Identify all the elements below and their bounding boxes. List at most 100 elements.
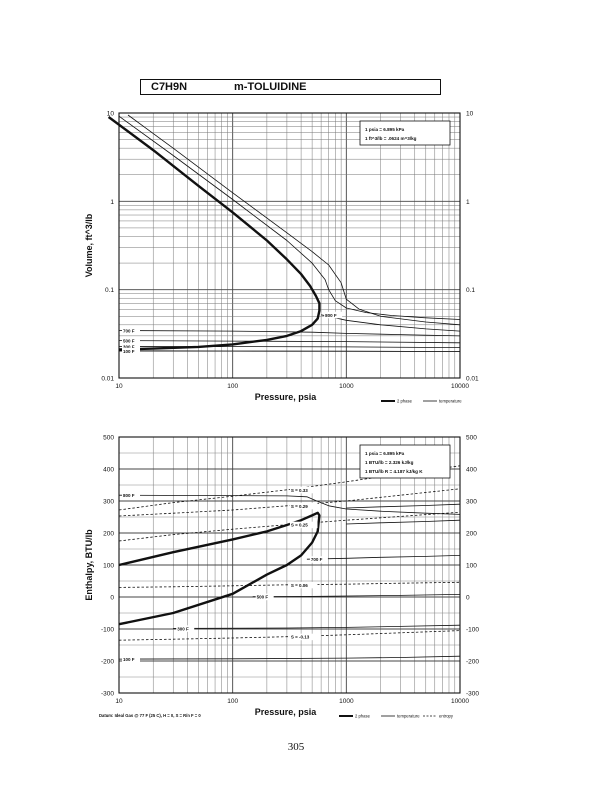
- x-tick-label: 100: [227, 383, 238, 390]
- series-label: S = 0.29: [291, 504, 308, 509]
- chart-title-box: C7H9N m-TOLUIDINE: [140, 79, 441, 95]
- y-tick-label-right: -300: [466, 691, 479, 698]
- enthalpy-legend: 2 phase temperature entropy: [339, 714, 454, 719]
- chemical-formula: C7H9N: [151, 81, 188, 93]
- y-tick-label: -100: [101, 627, 114, 634]
- x-axis-label: Pressure, psia: [255, 707, 318, 717]
- page-number: 305: [287, 741, 305, 753]
- entropy-line: [118, 630, 461, 641]
- series-label: S = 0.06: [291, 583, 308, 588]
- y-tick-label: 300: [103, 499, 114, 506]
- legend-label: temperature: [439, 399, 462, 404]
- x-tick-label: 10000: [451, 698, 469, 705]
- isotherm-line: [118, 655, 461, 660]
- isotherm-line: [346, 503, 461, 509]
- compound-name: m-TOLUIDINE: [234, 81, 307, 93]
- x-tick-label: 100: [227, 698, 238, 705]
- series-label: 700 F: [123, 328, 135, 333]
- series-label: 700 F: [311, 557, 323, 562]
- isotherm-line: [346, 519, 461, 525]
- series-label: 500 F: [257, 595, 269, 600]
- series-label: 500 F: [123, 339, 135, 344]
- isotherm-line: [127, 114, 461, 326]
- y-tick-label-right: 10: [466, 111, 474, 118]
- series-label: 100 F: [123, 657, 135, 662]
- series-label-bg: [122, 327, 140, 334]
- note-box: [359, 120, 451, 146]
- y-tick-label-right: 400: [466, 467, 477, 474]
- y-tick-label: 200: [103, 531, 114, 538]
- isotherm-line: [118, 330, 461, 337]
- series-label-bg: [289, 581, 318, 589]
- enthalpy-conversion-note: 1 psia = 6.895 kPa 1 BTU/lb = 2.326 kJ/kg…: [359, 444, 451, 479]
- y-tick-label-right: 500: [466, 435, 477, 442]
- y-tick-label-right: 1: [466, 199, 470, 206]
- series-label: 800 F: [123, 493, 135, 498]
- x-tick-label: 10: [115, 383, 123, 390]
- series-label-bg: [176, 625, 195, 632]
- y-axis-label: Volume, ft^3/lb: [84, 213, 94, 277]
- y-tick-label: 0: [110, 595, 114, 602]
- y-tick-label-right: -100: [466, 627, 479, 634]
- legend-label: entropy: [439, 714, 454, 719]
- isotherm-line: [118, 340, 461, 344]
- series-label-bg: [289, 521, 318, 529]
- isotherm-line: [118, 115, 461, 320]
- y-tick-label-right: -200: [466, 659, 479, 666]
- isotherm-line: [173, 624, 461, 629]
- datum-footnote: Datum: Ideal Gas @ 77 F (25 C), H = 0, S…: [99, 713, 201, 718]
- isotherm-line: [252, 594, 461, 598]
- isotherm-line: [118, 345, 461, 348]
- series-label-bg: [122, 337, 140, 345]
- y-tick-label-right: 0.1: [466, 287, 475, 294]
- series-label: S = 0.33: [291, 488, 308, 493]
- isotherm-line: [118, 350, 461, 353]
- y-tick-label: 100: [103, 563, 114, 570]
- legend-label: 2 phase: [397, 399, 413, 404]
- note-text: 1 BTU/lb = 2.326 kJ/kg: [365, 460, 414, 465]
- note-text: 1 BTU/lb R = 4.187 kJ/kg K: [365, 469, 423, 474]
- note-text: 1 psia = 6.895 kPa: [365, 451, 405, 456]
- series-label-bg: [289, 486, 318, 494]
- x-tick-label: 10000: [451, 383, 469, 390]
- legend-label: temperature: [397, 714, 420, 719]
- series-label-bg: [324, 311, 343, 319]
- y-tick-label: 10: [107, 111, 115, 118]
- two-phase-curve: [107, 116, 321, 351]
- entropy-line: [118, 511, 461, 542]
- series-label: S = -0.13: [291, 635, 310, 640]
- two-phase-curve: [118, 511, 321, 626]
- y-tick-label: 0.1: [105, 287, 114, 294]
- series-label: S = 0.25: [291, 523, 308, 528]
- x-tick-label: 10: [115, 698, 123, 705]
- y-tick-label-right: 100: [466, 563, 477, 570]
- y-tick-label-right: 0: [466, 595, 470, 602]
- y-tick-label-right: 0.01: [466, 376, 479, 383]
- series-label-bg: [289, 633, 321, 641]
- series-label: 800 F: [325, 313, 337, 318]
- series-label-bg: [122, 343, 140, 350]
- y-tick-label-right: 200: [466, 531, 477, 538]
- series-label-bg: [122, 347, 140, 355]
- entropy-line: [118, 581, 461, 588]
- series-label: 100 F: [123, 349, 135, 354]
- x-tick-label: 1000: [339, 383, 354, 390]
- x-axis-label: Pressure, psia: [255, 392, 318, 402]
- y-axis-label: Enthalpy, BTU/lb: [84, 529, 94, 601]
- note-box: [359, 444, 451, 479]
- series-label-bg: [122, 656, 140, 663]
- series-label: 300 F: [177, 626, 189, 631]
- volume-legend: 2 phase temperature: [381, 399, 462, 404]
- y-tick-label: 1: [110, 199, 114, 206]
- y-tick-label: -300: [101, 691, 114, 698]
- y-tick-label: 500: [103, 435, 114, 442]
- series-label: 300 F: [123, 344, 135, 349]
- x-tick-label: 1000: [339, 698, 354, 705]
- legend-label: 2 phase: [355, 714, 371, 719]
- volume-grid: [118, 113, 460, 379]
- isotherm-line: [118, 494, 461, 515]
- series-label-bg: [122, 492, 140, 499]
- volume-conversion-note: 1 psia = 6.895 kPa 1 ft^3/lb = .0624 m^3/…: [359, 120, 451, 146]
- enthalpy-chart: 10 100 1000 10000-300-200-10001002003004005…: [84, 435, 479, 719]
